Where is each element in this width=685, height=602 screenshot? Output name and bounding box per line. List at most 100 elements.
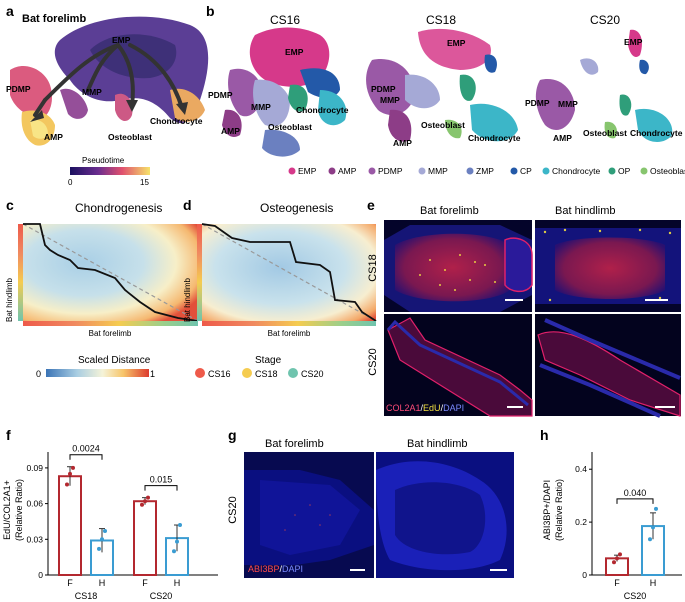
panel-g-letter: g: [228, 427, 237, 443]
y-tick-label: 0.06: [26, 499, 43, 509]
data-point: [71, 465, 75, 470]
panel-e-col1: Bat forelimb: [420, 205, 479, 217]
panel-d-stage-xbar: [202, 321, 376, 326]
significance-bracket: [616, 498, 654, 504]
panel-a-label-chondrocyte: Chondrocyte: [150, 116, 203, 126]
cs18-label-emp: EMP: [447, 38, 466, 48]
panel-g: g Bat forelimb Bat hindlimb CS20 ABI3BP/…: [227, 427, 514, 578]
panel-h-letter: h: [540, 427, 549, 443]
cs16-chondro-cluster: [318, 90, 347, 126]
data-point: [175, 539, 179, 544]
p-value-label: 0.040: [624, 488, 647, 498]
data-point: [146, 495, 150, 500]
p-value-label: 0.0024: [72, 444, 100, 454]
bar-label-3: H: [174, 578, 181, 588]
legend-label-emp: EMP: [298, 166, 317, 176]
group-label: CS18: [75, 591, 98, 601]
data-point: [615, 556, 619, 561]
pseudotime-colorbar: Pseudotime 0 15: [68, 156, 150, 187]
cs18-chondro-cluster: [470, 103, 518, 142]
cs16-pdmp-cluster: [228, 68, 262, 117]
panel-d-ylabel: Bat hindlimb: [183, 277, 192, 322]
legend-label-amp: AMP: [338, 166, 357, 176]
cd-legend: Scaled Distance 0 1 Stage CS16 CS18 CS20: [36, 355, 324, 379]
panel-g-row: CS20: [227, 496, 239, 524]
data-point: [140, 502, 144, 507]
cs16-op-cluster: [288, 84, 308, 112]
stage-label-cs18: CS18: [255, 369, 278, 379]
pseudotime-max: 15: [140, 178, 149, 187]
panel-c-title: Chondrogenesis: [75, 201, 162, 215]
panel-b: b CS16 EMP PDMP MMP AMP Chondrocyte Oste…: [206, 3, 685, 176]
umap-cs20: CS20 EMP PDMP MMP AMP Osteoblast Chondro…: [525, 13, 683, 143]
cs16-label-osteoblast: Osteoblast: [268, 122, 312, 132]
cs20-cp-cluster: [639, 59, 649, 75]
bar-2: [133, 500, 157, 576]
stage-legend-title: Stage: [255, 355, 282, 366]
cs20-emp-cluster: [628, 29, 642, 57]
panel-d-diagonal: [201, 223, 377, 322]
legend-swatch-mmp: [418, 167, 426, 175]
panel-e-row2: CS20: [367, 348, 379, 376]
distance-min: 0: [36, 369, 41, 379]
cs18-mmp-cluster: [405, 74, 440, 109]
data-point: [651, 525, 655, 530]
panel-a-label-amp: AMP: [44, 132, 63, 142]
data-point: [65, 482, 69, 487]
stage-label-cs20: CS20: [301, 369, 324, 379]
panel-c-diagonal: [22, 223, 199, 322]
bar-label-0: F: [614, 578, 620, 588]
y-tick-label: 0.09: [26, 463, 43, 473]
cs20-label-osteoblast: Osteoblast: [583, 128, 627, 138]
cluster-legend: EMP AMP PDMP MMP ZMP CP Chondrocyte OP Osteoblas…: [288, 166, 685, 176]
bar-label-2: F: [142, 578, 148, 588]
legend-label-chondrocyte: Chondrocyte: [552, 166, 600, 176]
panel-d-stage-ybar: [197, 224, 202, 321]
legend-swatch-op: [608, 167, 616, 175]
legend-label-mmp: MMP: [428, 166, 448, 176]
data-point: [178, 523, 182, 528]
bar-label-0: F: [67, 578, 73, 588]
distance-legend-title: Scaled Distance: [78, 355, 151, 366]
e-cs18-hindlimb-image: [535, 220, 681, 312]
panel-a-title: Bat forelimb: [22, 13, 86, 25]
legend-label-zmp: ZMP: [476, 166, 494, 176]
cs18-op-cluster: [459, 74, 476, 101]
distance-max: 1: [150, 369, 155, 379]
p-value-label: 0.015: [150, 475, 173, 485]
data-point: [172, 549, 176, 554]
cs18-label-osteoblast: Osteoblast: [421, 120, 465, 130]
cs20-label-emp: EMP: [624, 37, 643, 47]
legend-label-cp: CP: [520, 166, 532, 176]
stage-swatch-cs20: [288, 368, 298, 378]
cs16-label-mmp: MMP: [251, 102, 271, 112]
cs18-pdmp-cluster: [366, 59, 415, 115]
panel-f-letter: f: [6, 427, 11, 443]
panel-d-warp-path: [201, 223, 377, 322]
cs16-label-emp: EMP: [285, 47, 304, 57]
panel-f-ylabel-1: EdU/COL2A1+: [2, 480, 12, 540]
cs18-label-chondrocyte: Chondrocyte: [468, 133, 521, 143]
cs20-pdmp-cluster: [535, 79, 575, 130]
e-cs18-forelimb-image: [384, 220, 533, 312]
panel-c-ylabel: Bat hindlimb: [5, 277, 14, 322]
stage-label-cs16: CS16: [208, 369, 231, 379]
significance-bracket: [144, 485, 178, 491]
cs16-zmp-cluster: [262, 129, 300, 157]
data-point: [648, 537, 652, 542]
panel-e-col2: Bat hindlimb: [555, 205, 616, 217]
data-point: [612, 560, 616, 565]
cs20-label-mmp: MMP: [558, 99, 578, 109]
e-cs20-forelimb-image: [384, 314, 533, 417]
stage-swatch-cs18: [242, 368, 252, 378]
cs20-label-pdmp: PDMP: [525, 98, 550, 108]
cs18-label-pdmp: PDMP: [371, 84, 396, 94]
e-cs20-hindlimb-image: [535, 314, 681, 418]
bar-chart-h: 0 0.2 0.4 F H 0.040 CS20: [575, 452, 682, 601]
cs16-cp-cluster: [300, 68, 340, 98]
data-point: [618, 552, 622, 557]
panel-c-stage-ybar: [18, 224, 23, 321]
panel-d-title: Osteogenesis: [260, 201, 333, 215]
cs20-title: CS20: [590, 13, 620, 27]
legend-label-op: OP: [618, 166, 631, 176]
